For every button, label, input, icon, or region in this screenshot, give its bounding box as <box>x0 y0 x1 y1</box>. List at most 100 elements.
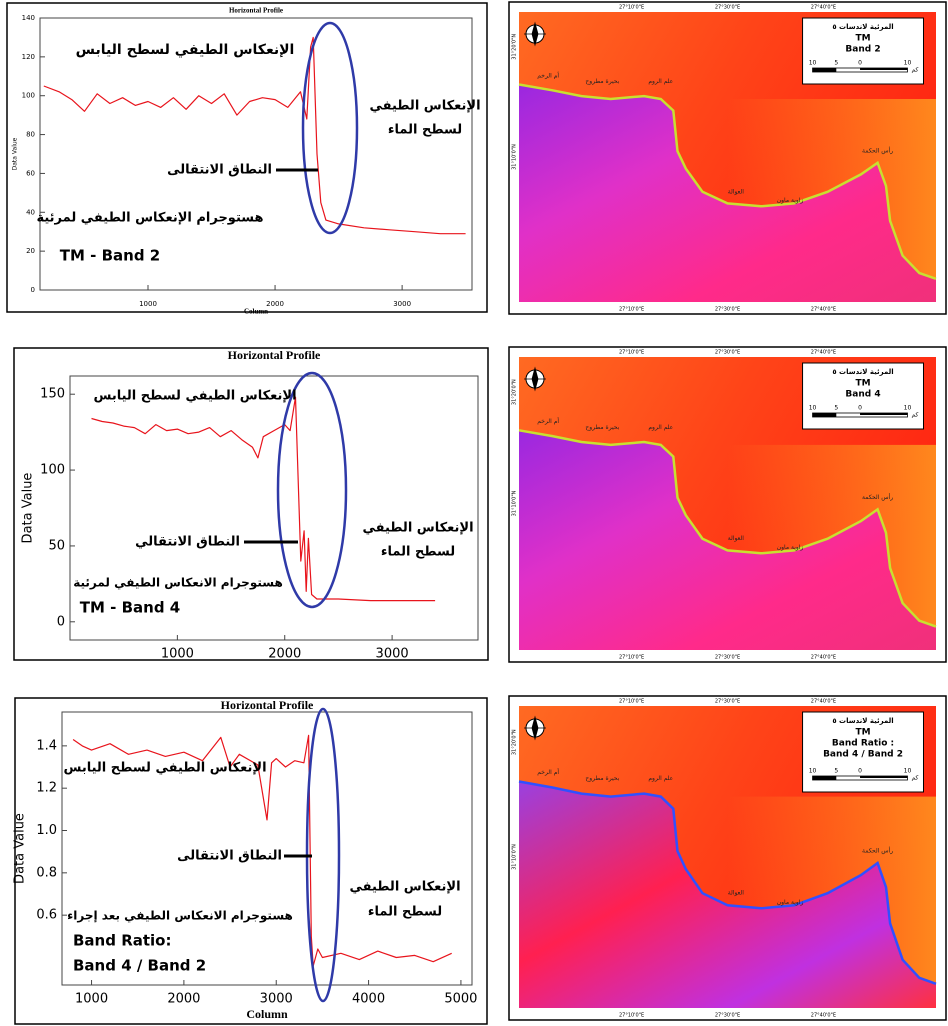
y-tick-label: 1.4 <box>36 738 57 753</box>
map-scale-label: 10 <box>904 768 912 775</box>
map-lon-label: 27°10'0"E <box>619 1013 644 1019</box>
annotation: لسطح الماء <box>388 123 462 138</box>
y-tick-label: 140 <box>22 14 35 22</box>
plot-area <box>39 17 473 291</box>
plot-area <box>69 375 479 641</box>
annotation: Band 4 / Band 2 <box>73 957 206 975</box>
chart-frame <box>6 2 488 313</box>
map-legend-box <box>802 362 924 430</box>
map-coastline <box>518 429 937 628</box>
map-scale-unit: كم <box>911 67 918 74</box>
map-land <box>519 84 936 302</box>
annotation: لسطح الماء <box>368 905 442 920</box>
map-place-label: بحيرة مطروح <box>585 775 619 782</box>
annotation: TM - Band 2 <box>60 247 160 265</box>
map-coastline <box>518 83 937 280</box>
map-scale-label: 0 <box>858 60 862 67</box>
y-tick-label: 1.0 <box>36 823 57 838</box>
map-place-label: العوالة <box>728 188 745 195</box>
x-tick-label: 2000 <box>268 647 301 662</box>
map-lon-label: 27°30'0"E <box>715 307 740 313</box>
annotation: الإنعكاس الطيفي <box>362 521 473 536</box>
map-legend-text: المرئية لاندسات ٥ <box>832 23 893 31</box>
map-scale-label: 10 <box>809 60 817 67</box>
y-tick-label: 0.6 <box>36 908 57 923</box>
map-lon-label: 27°40'0"E <box>811 699 836 705</box>
chart-frame <box>13 347 489 661</box>
map-scale-bar-fill <box>860 413 908 415</box>
map-scale-unit: كم <box>911 412 918 419</box>
map-scale-label: 10 <box>809 405 817 412</box>
y-tick-label: 100 <box>22 92 35 100</box>
map-lon-label: 27°40'0"E <box>811 350 836 356</box>
map-place-label: أم الرخم <box>537 417 559 425</box>
map-compass-needle <box>524 715 546 741</box>
annotation: الإنعكاس الطيفي لسطح اليابس <box>76 42 295 58</box>
x-tick-label: 1000 <box>139 300 157 308</box>
y-tick-label: 100 <box>40 463 65 478</box>
annotation: لسطح الماء <box>381 545 455 560</box>
annotation: هستوجرام الإنعكاس الطيفي لمرئية <box>36 211 263 226</box>
map-compass-needle <box>524 366 546 392</box>
transition-zone-ellipse <box>301 21 359 235</box>
map-place-label: علم الروم <box>648 424 673 431</box>
profile-line <box>72 734 452 967</box>
profile-line <box>91 396 436 602</box>
y-tick-label: 120 <box>22 53 35 61</box>
y-axis-label: Data Value <box>12 137 19 170</box>
x-axis-label: Column <box>246 1007 288 1021</box>
map-legend-text: المرئية لاندسات ٥ <box>832 368 893 376</box>
chart-frame <box>14 697 488 1025</box>
map-coastline <box>518 780 937 985</box>
map-lat-label: 31°20'0"N <box>512 34 518 60</box>
x-tick-label: 1000 <box>75 992 108 1007</box>
x-tick-label: 5000 <box>444 992 477 1007</box>
map-scale-label: 5 <box>834 405 838 412</box>
map-place-label: رأس الحكمة <box>862 147 893 155</box>
map-lat-label: 31°10'0"N <box>512 144 518 170</box>
plot-area <box>61 711 473 986</box>
map-place-label: علم الروم <box>648 775 673 782</box>
y-tick-label: 1.2 <box>36 781 57 796</box>
annotation: الإنعكاس الطيفي لسطح اليابس <box>63 761 266 776</box>
map-scale-label: 10 <box>904 60 912 67</box>
map-legend-text: TM <box>855 728 870 738</box>
map-scale-label: 10 <box>809 768 817 775</box>
x-tick-label: 2000 <box>266 300 284 308</box>
map-place-label: زاوية ماون <box>777 899 804 906</box>
map-lon-label: 27°10'0"E <box>619 307 644 313</box>
map-scale-unit: كم <box>911 775 918 782</box>
x-tick-label: 1000 <box>161 647 194 662</box>
y-tick-label: 60 <box>26 169 35 177</box>
map-legend-text: Band 4 / Band 2 <box>823 750 903 760</box>
y-axis-label: Data Value <box>21 473 36 544</box>
map-place-label: أم الرخم <box>537 768 559 776</box>
map-place-label: رأس الحكمة <box>862 846 893 854</box>
map-scale-label: 10 <box>904 405 912 412</box>
map-scale-bar-fill <box>812 68 837 72</box>
map-legend-box <box>802 17 924 85</box>
annotation: الإنعكاس الطيفي <box>369 99 480 114</box>
annotation: الإنعكاس الطيفي لسطح اليابس <box>93 389 296 404</box>
map-lon-label: 27°30'0"E <box>715 699 740 705</box>
map-compass-needle <box>524 21 546 47</box>
annotation: النطاق الانتقالي <box>135 535 240 550</box>
map-lon-label: 27°40'0"E <box>811 307 836 313</box>
map-lat-label: 31°20'0"N <box>512 379 518 405</box>
chart-title: Horizontal Profile <box>229 7 283 15</box>
map-place-label: بحيرة مطروح <box>585 78 619 85</box>
chart-title: Horizontal Profile <box>221 698 314 712</box>
map-lon-label: 27°30'0"E <box>715 655 740 661</box>
map-place-label: علم الروم <box>648 78 673 85</box>
annotation: النطاق الانتقالى <box>177 849 282 864</box>
map-place-label: العوالة <box>728 535 745 542</box>
x-axis-label: Column <box>244 308 268 316</box>
map-place-label: بحيرة مطروح <box>585 424 619 431</box>
map-legend-text: TM <box>855 34 870 44</box>
map-scale-bar-fill <box>860 776 908 778</box>
map-legend-text: المرئية لاندسات ٥ <box>832 717 893 725</box>
map-legend-text: Band 2 <box>845 45 880 55</box>
x-tick-label: 4000 <box>352 992 385 1007</box>
map-scale-bar-fill <box>860 68 908 70</box>
